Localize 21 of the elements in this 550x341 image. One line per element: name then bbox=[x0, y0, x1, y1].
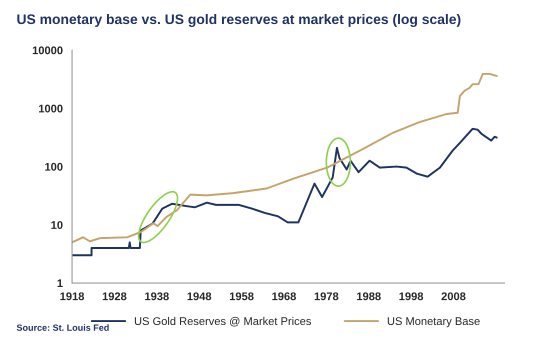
x-tick-label: 1998 bbox=[399, 292, 424, 300]
x-tick-label: 1988 bbox=[357, 292, 381, 300]
chart-title: US monetary base vs. US gold reserves at market prices (log scale) bbox=[17, 14, 460, 27]
legend-label: US Monetary Base bbox=[388, 317, 480, 328]
legend-label: US Gold Reserves @ Market Prices bbox=[134, 316, 311, 326]
line-series bbox=[72, 72, 498, 244]
y-tick-label: 1000 bbox=[39, 104, 63, 112]
line-series bbox=[72, 128, 498, 256]
x-tick-label: 1948 bbox=[188, 292, 212, 300]
y-tick-label: 10000 bbox=[32, 46, 63, 54]
y-tick-label: 10 bbox=[51, 221, 63, 229]
x-tick-label: 1978 bbox=[314, 292, 338, 300]
x-tick-label: 1928 bbox=[102, 292, 126, 300]
y-tick-label: 100 bbox=[45, 162, 63, 171]
x-tick-label: 1918 bbox=[60, 292, 84, 300]
y-tick-label: 1 bbox=[58, 279, 63, 288]
source-note: Source: St. Louis Fed bbox=[16, 324, 109, 331]
x-tick-label: 1958 bbox=[230, 292, 254, 300]
x-tick-label: 2008 bbox=[442, 292, 466, 300]
x-tick-label: 1938 bbox=[145, 292, 169, 300]
x-tick-label: 1968 bbox=[272, 292, 296, 300]
